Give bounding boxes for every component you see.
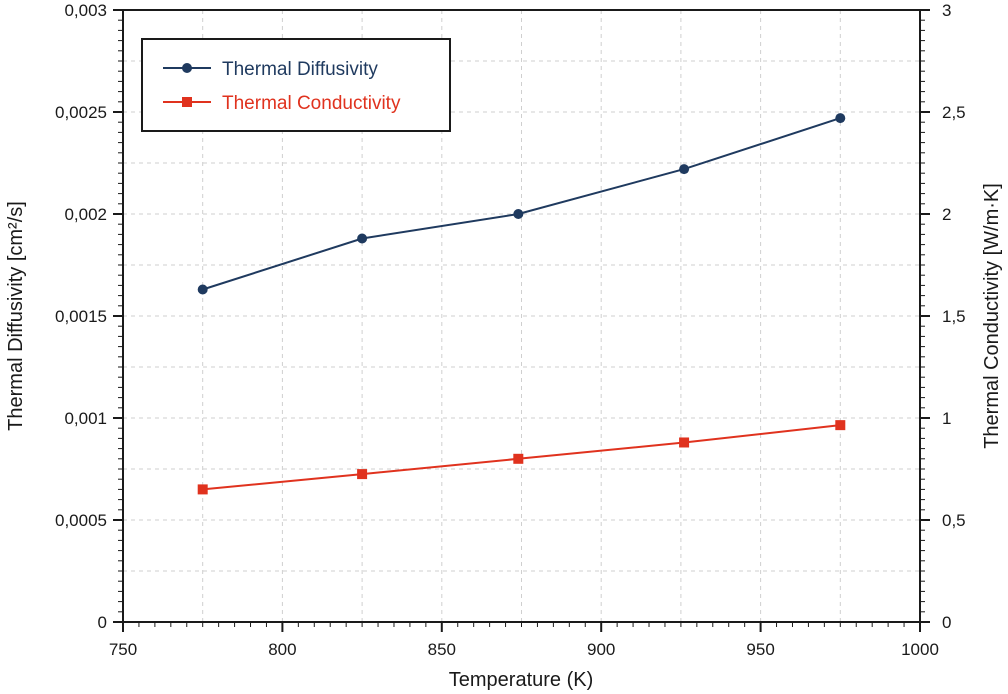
x-tick-label: 950 [746, 640, 774, 659]
grid-lines [123, 10, 920, 622]
data-point-conductivity [357, 469, 368, 480]
legend: Thermal Diffusivity Thermal Conductivity [141, 38, 451, 132]
x-tick-label: 850 [428, 640, 456, 659]
y-left-tick-label: 0,002 [64, 205, 107, 224]
series [197, 113, 846, 495]
y-axis-right-title: Thermal Conductivity [W/m·K] [981, 183, 1003, 449]
plot-area-frame [122, 9, 921, 623]
data-point-conductivity [197, 484, 208, 495]
y-right-tick-label: 2,5 [942, 103, 966, 122]
data-point-diffusivity [679, 164, 690, 175]
legend-box [141, 38, 451, 132]
x-axis-title: Temperature (K) [449, 669, 594, 691]
data-point-diffusivity [835, 113, 846, 124]
y-left-tick-label: 0,0005 [55, 511, 107, 530]
data-point-diffusivity [513, 209, 524, 219]
y-axis-left-title: Thermal Diffusivity [cm²/s] [5, 201, 27, 431]
y-right-tick-label: 1 [942, 409, 951, 428]
data-point-conductivity [835, 420, 846, 431]
y-left-tick-label: 0,0025 [55, 103, 107, 122]
legend-label-conductivity: Thermal Conductivity [222, 93, 401, 114]
x-tick-label: 750 [109, 640, 137, 659]
y-right-tick-label: 3 [942, 1, 951, 20]
y-left-tick-label: 0 [98, 613, 107, 632]
y-right-tick-label: 2 [942, 205, 951, 224]
x-tick-label: 1000 [901, 640, 939, 659]
y-right-tick-label: 0 [942, 613, 951, 632]
y-left-tick-label: 0,0015 [55, 307, 107, 326]
x-tick-label: 900 [587, 640, 615, 659]
data-point-diffusivity [197, 284, 208, 295]
data-point-conductivity [513, 453, 524, 464]
legend-marker-conductivity [182, 97, 192, 107]
tick-labels: 750 800 850 900 950 100000,00050,0010,00150,0… [55, 1, 966, 659]
data-point-conductivity [679, 437, 690, 448]
y-left-tick-label: 0,003 [64, 1, 107, 20]
data-point-diffusivity [357, 233, 368, 244]
legend-marker-diffusivity [182, 63, 192, 73]
y-left-tick-label: 0,001 [64, 409, 107, 428]
legend-label-diffusivity: Thermal Diffusivity [222, 59, 378, 80]
y-right-tick-label: 0,5 [942, 511, 966, 530]
y-right-tick-label: 1,5 [942, 307, 966, 326]
x-tick-label: 800 [268, 640, 296, 659]
